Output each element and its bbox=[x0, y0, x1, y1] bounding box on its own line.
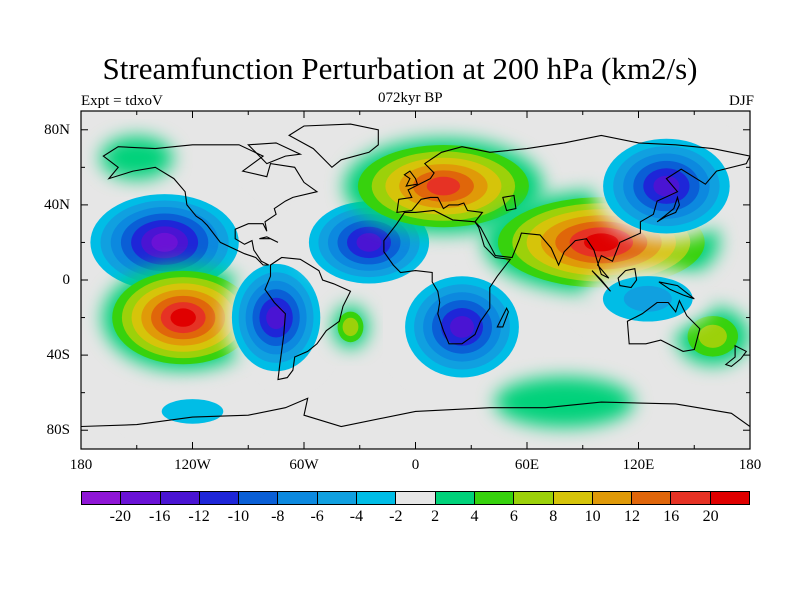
colorbar-swatch-9 bbox=[435, 492, 475, 504]
colorbar-label: 8 bbox=[549, 508, 558, 525]
coastline-new-guinea bbox=[658, 281, 695, 300]
colorbar-swatch-11 bbox=[514, 492, 554, 504]
colorbar-label: -12 bbox=[188, 508, 210, 525]
colorbar-swatch-8 bbox=[396, 492, 436, 504]
lon-tick-label: 120W bbox=[174, 457, 211, 473]
coastline-south-america bbox=[264, 256, 352, 381]
lon-tick-label: 0 bbox=[411, 457, 420, 473]
axis-ticks bbox=[80, 111, 751, 449]
lat-tick-label: 80S bbox=[46, 422, 70, 439]
contour-band-7-6 bbox=[653, 175, 680, 197]
coastline-australia bbox=[626, 299, 701, 352]
colorbar-label: -10 bbox=[227, 508, 250, 525]
colorbar-swatch-5 bbox=[278, 492, 318, 504]
lon-tick-label: 180 bbox=[69, 457, 93, 473]
period-label: 072kyr BP bbox=[378, 90, 443, 106]
coastline-new-zealand bbox=[724, 344, 748, 368]
colorbar-label: -16 bbox=[149, 508, 171, 525]
colorbar-label: 16 bbox=[663, 508, 680, 525]
lat-tick-label: 80N bbox=[44, 121, 70, 138]
coastline-sumatra bbox=[591, 270, 612, 292]
lon-tick-label: 180 bbox=[738, 457, 762, 473]
lat-tick-label: 0 bbox=[62, 272, 71, 288]
contour-band-10-0 bbox=[100, 136, 174, 180]
contour-band-12-2 bbox=[698, 324, 727, 348]
colorbar-swatch-13 bbox=[592, 492, 633, 504]
colorbar-swatch-3 bbox=[199, 492, 240, 504]
lat-tick-label: 40S bbox=[46, 347, 70, 364]
contour-band-6-7 bbox=[584, 233, 619, 252]
coastline-africa bbox=[383, 209, 512, 345]
colorbar bbox=[81, 491, 750, 505]
coastline-japan bbox=[656, 195, 680, 223]
colorbar-label: 20 bbox=[702, 508, 719, 525]
colorbar-label: -20 bbox=[109, 508, 131, 525]
lat-tick-label: 40N bbox=[44, 196, 70, 213]
contour-band-9-0 bbox=[494, 376, 634, 428]
colorbar-swatch-10 bbox=[474, 492, 515, 504]
coastline-eurasia bbox=[396, 134, 750, 279]
coastline-uk bbox=[403, 170, 419, 187]
colorbar-label: -8 bbox=[271, 508, 285, 525]
colorbar-label: -2 bbox=[389, 508, 403, 525]
colorbar-swatch-16 bbox=[710, 492, 750, 504]
colorbar-label: -4 bbox=[349, 508, 364, 525]
colorbar-swatch-0 bbox=[82, 492, 122, 504]
contour-band-11-1 bbox=[161, 399, 224, 424]
coastline-north-america bbox=[102, 144, 319, 266]
colorbar-swatch-15 bbox=[671, 492, 711, 504]
colorbar-swatch-7 bbox=[357, 492, 397, 504]
colorbar-swatch-6 bbox=[317, 492, 358, 504]
contour-band-1-7 bbox=[170, 308, 196, 327]
contour-band-3-6 bbox=[356, 233, 382, 252]
colorbar-swatch-14 bbox=[632, 492, 672, 504]
experiment-label: Expt = tdxoV bbox=[81, 93, 163, 109]
colorbar-label: 10 bbox=[584, 508, 601, 525]
coastline-baffin bbox=[247, 142, 303, 165]
colorbar-swatch-12 bbox=[553, 492, 593, 504]
colorbar-swatch-2 bbox=[160, 492, 200, 504]
colorbar-label: -6 bbox=[310, 508, 324, 525]
lon-tick-label: 60E bbox=[514, 457, 540, 473]
plot-title: Streamfunction Perturbation at 200 hPa (… bbox=[102, 51, 698, 86]
coastline-borneo bbox=[617, 268, 638, 289]
season-label: DJF bbox=[728, 93, 754, 109]
coastline-cuba bbox=[259, 236, 279, 243]
colorbar-label: 2 bbox=[431, 508, 440, 525]
lon-tick-label: 60W bbox=[289, 457, 319, 473]
contour-band-13-2 bbox=[623, 285, 672, 312]
coastline-madagascar bbox=[496, 306, 509, 328]
coastline-greenland bbox=[288, 123, 379, 169]
lon-tick-label: 120E bbox=[622, 457, 655, 473]
colorbar-label: 4 bbox=[470, 508, 479, 525]
coastline-antarctica bbox=[81, 397, 750, 428]
contour-band-0-7 bbox=[151, 232, 178, 252]
colorbar-label: 6 bbox=[509, 508, 518, 525]
coastline-layer bbox=[81, 123, 750, 428]
contour-band-8-2 bbox=[342, 317, 359, 337]
colorbar-label: 12 bbox=[623, 508, 640, 525]
contour-band-5-6 bbox=[426, 176, 461, 196]
contour-fill-layer bbox=[81, 131, 750, 433]
colorbar-swatch-4 bbox=[239, 492, 279, 504]
contour-band-2-6 bbox=[266, 306, 286, 330]
contour-band-4-6 bbox=[450, 316, 474, 338]
colorbar-swatch-1 bbox=[121, 492, 161, 504]
coastline-caspian bbox=[502, 194, 517, 212]
